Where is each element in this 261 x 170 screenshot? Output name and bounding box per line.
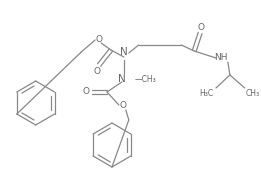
Text: CH₃: CH₃ bbox=[246, 89, 260, 98]
Text: O: O bbox=[119, 100, 126, 109]
Text: H₃C: H₃C bbox=[199, 89, 213, 98]
Text: N: N bbox=[118, 74, 126, 84]
Text: N: N bbox=[120, 47, 128, 57]
Text: O: O bbox=[198, 22, 205, 31]
Text: NH: NH bbox=[214, 54, 228, 63]
Text: O: O bbox=[83, 88, 90, 97]
Text: O: O bbox=[96, 36, 103, 45]
Text: —CH₃: —CH₃ bbox=[135, 74, 157, 83]
Text: O: O bbox=[94, 67, 100, 76]
